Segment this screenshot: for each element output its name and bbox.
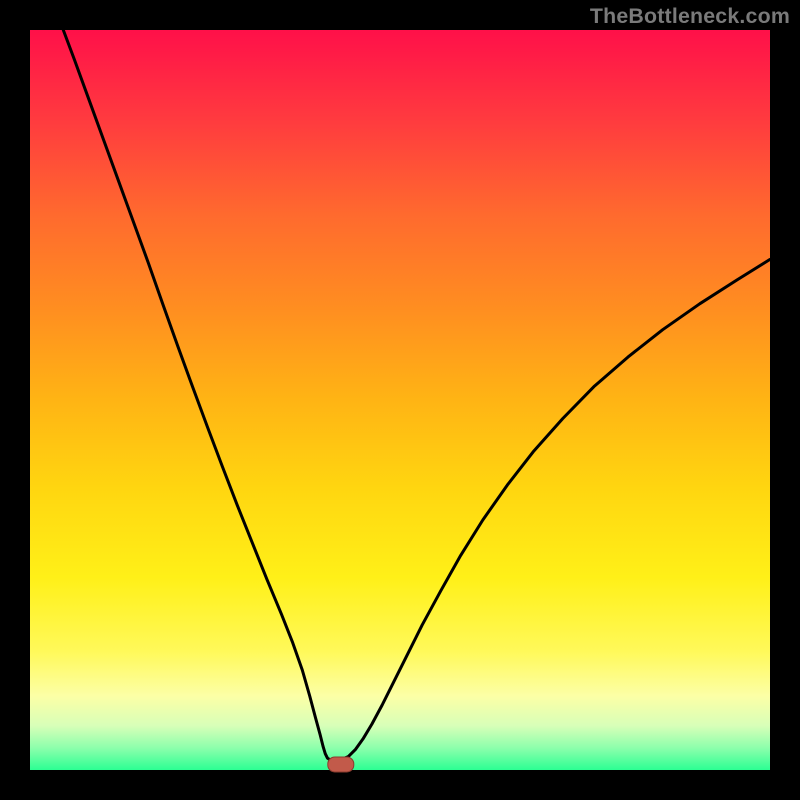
chart-stage: TheBottleneck.com [0,0,800,800]
chart-svg [0,0,800,800]
plot-background [30,30,770,770]
vertex-marker [328,757,354,772]
watermark-text: TheBottleneck.com [590,4,790,29]
